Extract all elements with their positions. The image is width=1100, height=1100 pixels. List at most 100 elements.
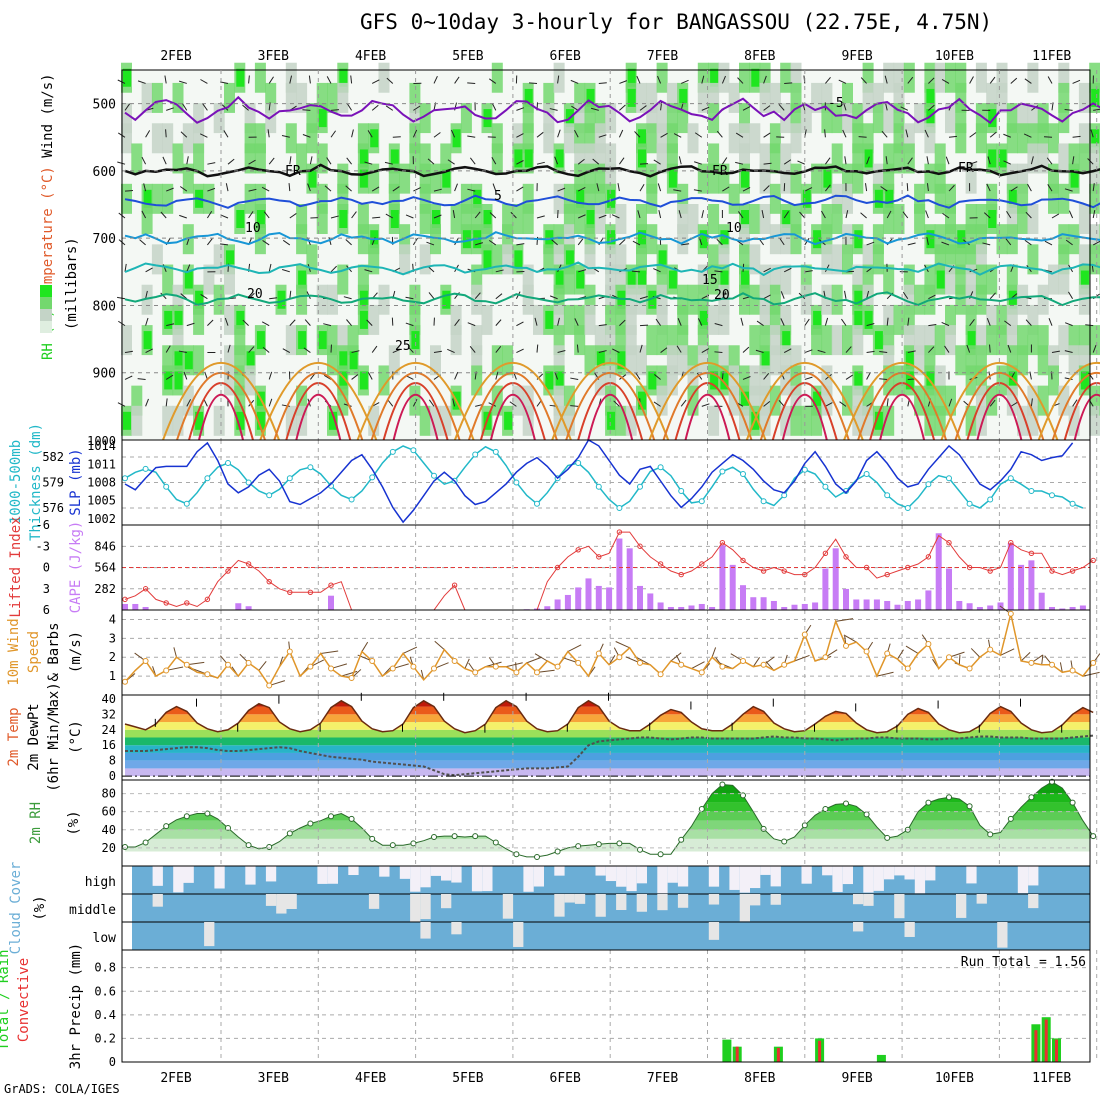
rh-cell [996,62,1008,93]
rh-cell [1048,365,1059,396]
lifted-index-marker [1090,557,1096,564]
wind-barb [763,105,771,111]
wind-barb [948,184,955,192]
wind10-marker [389,665,396,672]
warm-contour [273,372,364,441]
wind-barb [371,345,378,353]
rh-cell [1058,264,1070,295]
rh-cell [656,103,668,134]
wind-barb [516,133,524,138]
wind-barb [145,267,153,273]
wind-barb [571,105,579,111]
rh-cell [244,365,256,396]
rh-cell [316,284,328,315]
rh-cell [615,304,627,335]
rh-cell [996,82,1008,113]
wind10-barb [691,661,705,669]
cape-bar [142,606,149,610]
wind-barb [639,163,649,165]
cape-bar [770,600,777,610]
rh-cell [903,304,915,335]
rh-cell [1068,345,1080,376]
rh-cell [790,224,802,255]
cape-bar [1059,608,1066,610]
rh-core [143,189,152,208]
rh-cell [883,143,895,174]
rh-cell [842,183,853,214]
y-axis-label: 10m Wind [6,618,22,685]
cloud-gap [286,894,297,909]
rh-cell [862,405,874,436]
rh-marker [616,840,623,847]
rh-cell [965,405,977,436]
wind10-marker [410,663,417,670]
wind-barb [1092,210,1096,219]
wind-barb [207,162,216,165]
rh-cell [1027,62,1039,93]
cape-bar [564,594,571,610]
rh-cell [780,405,792,436]
rh-cell [1089,385,1100,416]
rh-cell [327,345,338,376]
wind10-marker [554,663,561,670]
rh-cell [471,325,483,356]
rh-cell [666,82,678,113]
rh-cell [893,123,905,154]
rh-cell [1089,244,1100,275]
wind-barb [516,243,525,246]
rh-cell [1078,325,1090,356]
rh-core [123,411,131,430]
lifted-index-marker [863,564,870,571]
wind-barb [598,82,607,84]
cloud-gap [842,866,853,885]
cloud-gap [554,866,565,876]
rh-cell [800,103,812,134]
wind-barb [304,319,311,326]
rh-cell [337,163,349,194]
rh-core [782,210,791,228]
rh-cell [862,264,874,295]
rh-cell [234,365,246,396]
rh-core [741,210,749,228]
rh-cell [687,345,699,376]
cape-bar [678,606,685,610]
rh-cell [337,264,349,295]
wind-barb [346,319,352,326]
rh-cell [965,204,977,234]
cloud-gap [626,866,637,892]
wind-barb [343,296,352,300]
wind-barb [619,319,626,326]
wind-barb [1064,350,1073,354]
rh-core [874,331,883,350]
rh-cell [749,244,761,275]
rh-cell [872,103,884,134]
rh-cell [1048,123,1059,154]
wind-barb [779,237,785,246]
rh-cell [677,345,689,376]
rh-cell [1017,183,1029,214]
warm-contour [162,362,280,441]
rh-cell [182,123,194,154]
y-tick-label: 16 [102,738,116,752]
wind-barb [242,104,249,111]
cloud-gap [533,866,544,887]
wind-barb [183,371,188,380]
wind-barb [467,82,476,84]
wind-barb [577,186,586,192]
rh-core [256,210,265,228]
thickness-marker [122,475,128,482]
wind10-marker [225,661,231,668]
rh-cell [975,345,987,376]
cloud-gap [420,894,431,920]
day-label-bottom: 7FEB [647,1071,678,1086]
rh-cell [1006,103,1018,134]
cloud-gap [317,866,328,884]
cloud-gap [513,922,524,947]
rh-cell [409,103,421,134]
rh-marker [657,851,664,858]
wind-barb [330,265,337,273]
wind-barb [367,372,373,380]
precip-conv-bar [776,1047,780,1062]
rh-marker [1007,815,1014,822]
